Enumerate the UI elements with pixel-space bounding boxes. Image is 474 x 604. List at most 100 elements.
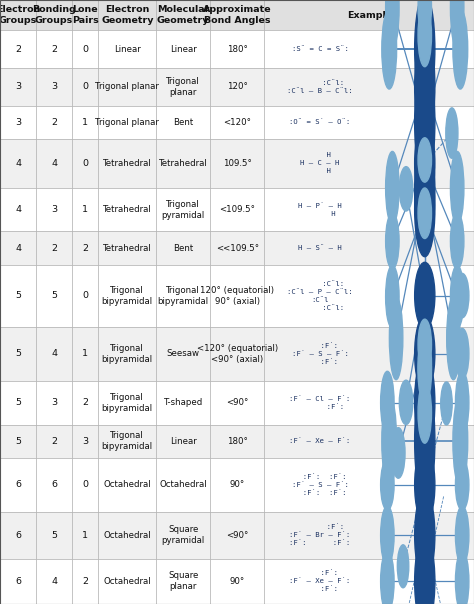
Bar (156, 559, 210, 604)
Bar (36, 231, 72, 265)
Text: 1: 1 (82, 118, 88, 127)
Ellipse shape (453, 9, 468, 89)
Text: 90°: 90° (229, 577, 245, 586)
Ellipse shape (382, 9, 397, 89)
Text: Octahedral: Octahedral (103, 531, 151, 540)
Text: Molecular
Geometry: Molecular Geometry (157, 5, 210, 25)
Text: 5: 5 (51, 531, 57, 540)
Bar (72, 231, 98, 265)
Text: Trigonal
bipyramidal: Trigonal bipyramidal (102, 286, 153, 306)
Text: 6: 6 (15, 480, 21, 489)
Bar (72, 381, 98, 425)
Ellipse shape (399, 380, 413, 425)
Bar (72, 0, 98, 30)
Text: 0: 0 (82, 291, 88, 300)
Ellipse shape (450, 265, 464, 328)
Bar (210, 265, 264, 327)
Text: Trigonal
bipyramidal: Trigonal bipyramidal (102, 344, 153, 364)
Text: :S̈ = C = S̈:: :S̈ = C = S̈: (292, 46, 348, 52)
Ellipse shape (415, 316, 435, 391)
Bar (72, 265, 98, 327)
Text: Tetrahedral: Tetrahedral (103, 243, 152, 252)
Text: 2: 2 (51, 243, 57, 252)
Ellipse shape (441, 382, 452, 425)
Ellipse shape (446, 108, 458, 158)
Text: 3: 3 (15, 118, 21, 127)
Text: Square
planar: Square planar (168, 571, 199, 591)
Text: Square
pyramidal: Square pyramidal (162, 525, 205, 545)
Text: Tetrahedral: Tetrahedral (159, 159, 208, 168)
Bar (72, 458, 98, 512)
Ellipse shape (450, 152, 464, 224)
Bar (72, 139, 98, 188)
Text: Bent: Bent (173, 118, 193, 127)
Ellipse shape (418, 319, 431, 370)
Ellipse shape (456, 371, 469, 434)
Text: :Ö = Ṡ – Ö:: :Ö = Ṡ – Ö: (290, 119, 351, 125)
Ellipse shape (415, 162, 435, 257)
Bar (156, 0, 210, 30)
Bar (210, 139, 264, 188)
Ellipse shape (450, 0, 464, 49)
Bar (264, 265, 474, 327)
Bar (0, 559, 36, 604)
Bar (72, 30, 98, 68)
Ellipse shape (386, 0, 399, 49)
Bar (72, 106, 98, 139)
Text: 5: 5 (15, 291, 21, 300)
Text: Approximate
Bond Angles: Approximate Bond Angles (203, 5, 272, 25)
Ellipse shape (447, 297, 460, 380)
Ellipse shape (456, 274, 469, 318)
Ellipse shape (418, 4, 431, 66)
Text: H – S̈ – H: H – S̈ – H (298, 245, 342, 251)
Text: Tetrahedral: Tetrahedral (103, 205, 152, 214)
Bar (98, 265, 156, 327)
Ellipse shape (381, 551, 394, 604)
Bar (98, 512, 156, 559)
Ellipse shape (418, 138, 431, 182)
Text: <109.5°: <109.5° (219, 205, 255, 214)
Bar (264, 30, 474, 68)
Text: 4: 4 (51, 159, 57, 168)
Bar (36, 188, 72, 231)
Ellipse shape (456, 460, 469, 510)
Bar (156, 188, 210, 231)
Bar (98, 139, 156, 188)
Text: 109.5°: 109.5° (223, 159, 252, 168)
Text: 2: 2 (82, 243, 88, 252)
Text: 1: 1 (82, 531, 88, 540)
Bar (98, 231, 156, 265)
Text: Trigonal
bipyramidal: Trigonal bipyramidal (102, 393, 153, 413)
Text: 3: 3 (51, 398, 57, 407)
Text: Trigonal
bipyramidal: Trigonal bipyramidal (102, 431, 153, 451)
Text: 3: 3 (15, 82, 21, 91)
Text: Octahedral: Octahedral (159, 480, 207, 489)
Text: Tetrahedral: Tetrahedral (103, 159, 152, 168)
Text: :C̈l:
:C̈l – P – C̈l:
:C̈l
      :C̈l:: :C̈l: :C̈l – P – C̈l: :C̈l :C̈l: (287, 281, 353, 310)
Ellipse shape (415, 60, 435, 184)
Text: 180°: 180° (227, 45, 248, 54)
Bar (98, 559, 156, 604)
Text: Example: Example (346, 11, 392, 19)
Ellipse shape (418, 343, 431, 402)
Bar (156, 68, 210, 106)
Ellipse shape (415, 0, 435, 104)
Bar (264, 458, 474, 512)
Bar (0, 425, 36, 458)
Bar (210, 327, 264, 381)
Text: H
H – C – H
    H: H H – C – H H (301, 152, 340, 174)
Ellipse shape (418, 188, 431, 239)
Text: :Ḟ:
:Ḟ – Br – Ḟ:
:Ḟ:      :Ḟ:: :Ḟ: :Ḟ – Br – Ḟ: :Ḟ: :Ḟ: (290, 524, 351, 547)
Text: :Ḟ:
:Ḟ – S – Ḟ:
    :Ḟ:: :Ḟ: :Ḟ – S – Ḟ: :Ḟ: (292, 342, 348, 365)
Text: 6: 6 (51, 480, 57, 489)
Ellipse shape (415, 129, 435, 252)
Text: 4: 4 (15, 205, 21, 214)
Bar (0, 68, 36, 106)
Ellipse shape (418, 545, 431, 604)
Bar (0, 106, 36, 139)
Ellipse shape (386, 265, 399, 328)
Ellipse shape (381, 460, 394, 510)
Text: Electron
Groups: Electron Groups (0, 5, 40, 25)
Text: 4: 4 (15, 159, 21, 168)
Text: :Ḟ – Cl – Ḟ:
       :Ḟ:: :Ḟ – Cl – Ḟ: :Ḟ: (290, 396, 351, 410)
